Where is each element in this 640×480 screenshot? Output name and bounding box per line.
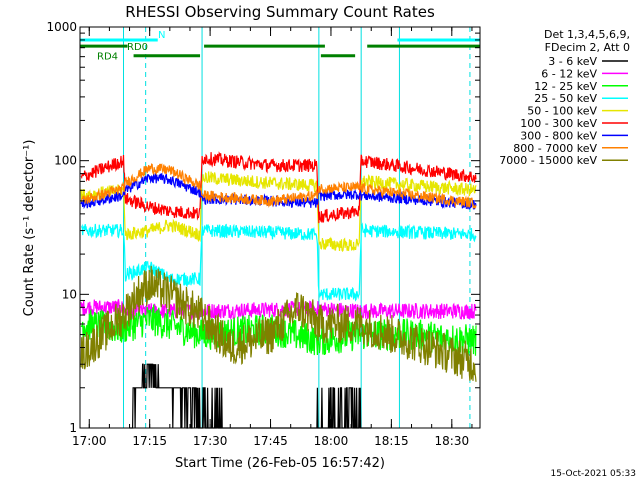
legend-header: Det 1,3,4,5,6,9, [544,28,630,41]
chart-title: RHESSI Observing Summary Count Rates [125,3,435,21]
legend-entry-label: 800 - 7000 keV [513,142,597,155]
legend-entry-label: 12 - 25 keV [534,80,597,93]
x-tick-label: 17:15 [132,434,167,448]
y-tick-label: 1 [69,421,77,435]
timestamp: 15-Oct-2021 05:33 [551,469,636,479]
flag-label: RD0 [127,42,148,53]
legend-entry-label: 100 - 300 keV [520,117,597,130]
legend: Det 1,3,4,5,6,9,FDecim 2, Att 03 - 6 keV… [499,28,630,167]
legend-entry-label: 300 - 800 keV [520,129,597,142]
series-line [80,171,477,252]
plot-area: N RD0 RD4 [80,27,480,429]
series-line [129,363,372,429]
axes: 1 10 100 1000 17:00 17:15 17:30 17:45 18:00 18:15… [46,20,481,448]
legend-entry-label: 6 - 12 keV [541,67,597,80]
series-line [80,222,477,302]
x-tick-label: 18:30 [435,434,470,448]
plot-frame [79,26,481,429]
y-tick-label: 10 [62,287,77,301]
y-axis-label: Count Rate (s⁻¹ detector⁻¹) [22,140,37,317]
x-tick-label: 17:45 [253,434,288,448]
y-tick-label: 1000 [46,20,77,34]
x-tick-label: 18:00 [314,434,349,448]
x-axis-label: Start Time (26-Feb-05 16:57:42) [175,456,385,471]
x-tick-label: 18:15 [374,434,409,448]
series-line [80,265,477,382]
legend-entry-label: 25 - 50 keV [534,92,597,105]
series-line [81,163,477,209]
x-tick-label: 17:00 [72,434,107,448]
series-line [80,151,477,224]
legend-entry-label: 7000 - 15000 keV [499,154,597,167]
legend-header: FDecim 2, Att 0 [545,41,630,54]
x-tick-label: 17:30 [193,434,228,448]
y-tick-label: 100 [54,154,77,168]
legend-entry-label: 3 - 6 keV [548,55,597,68]
flag-label: N [158,30,165,41]
flag-label: RD4 [97,52,118,63]
legend-entry-label: 50 - 100 keV [527,105,597,118]
